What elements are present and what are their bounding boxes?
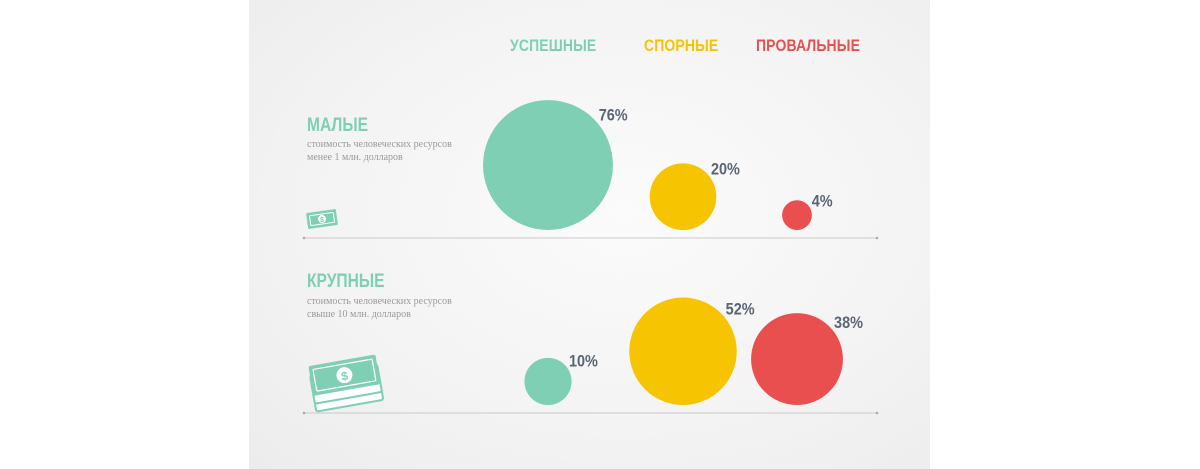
svg-text:$: $ — [340, 369, 349, 384]
baseline-small-end-right — [875, 236, 879, 240]
bubble-large-disputed — [629, 297, 737, 405]
label-large-failed: 38% — [834, 314, 863, 332]
single-banknote-icon: $ — [306, 209, 338, 229]
baseline-small-end-left — [302, 236, 306, 240]
legend-failed: ПРОВАЛЬНЫЕ — [756, 36, 861, 55]
bubble-large-successful — [524, 357, 572, 405]
label-small-disputed: 20% — [711, 161, 740, 179]
row-description-small: стоимость человеческих ресурсов менее 1 … — [307, 139, 452, 163]
bubble-small-successful — [483, 100, 613, 231]
svg-text:$: $ — [320, 217, 324, 224]
baseline-large-end-left — [302, 411, 306, 415]
bubble-large-failed — [751, 313, 843, 405]
banknote-stack-icon: $ — [308, 354, 384, 413]
bubble-small-disputed — [649, 163, 717, 230]
row-title-large: КРУПНЫЕ — [307, 271, 385, 292]
bubble-small-failed — [782, 200, 812, 231]
label-large-successful: 10% — [569, 352, 598, 370]
row-title-small: МАЛЫЕ — [307, 115, 369, 136]
baseline-large-end-right — [875, 411, 879, 415]
legend-disputed: СПОРНЫЕ — [644, 36, 719, 55]
label-large-disputed: 52% — [726, 301, 755, 319]
legend-successful: УСПЕШНЫЕ — [510, 36, 597, 55]
label-small-failed: 4% — [812, 192, 833, 210]
label-small-successful: 76% — [599, 106, 628, 124]
row-description-large: стоимость человеческих ресурсов свыше 10… — [307, 296, 452, 320]
